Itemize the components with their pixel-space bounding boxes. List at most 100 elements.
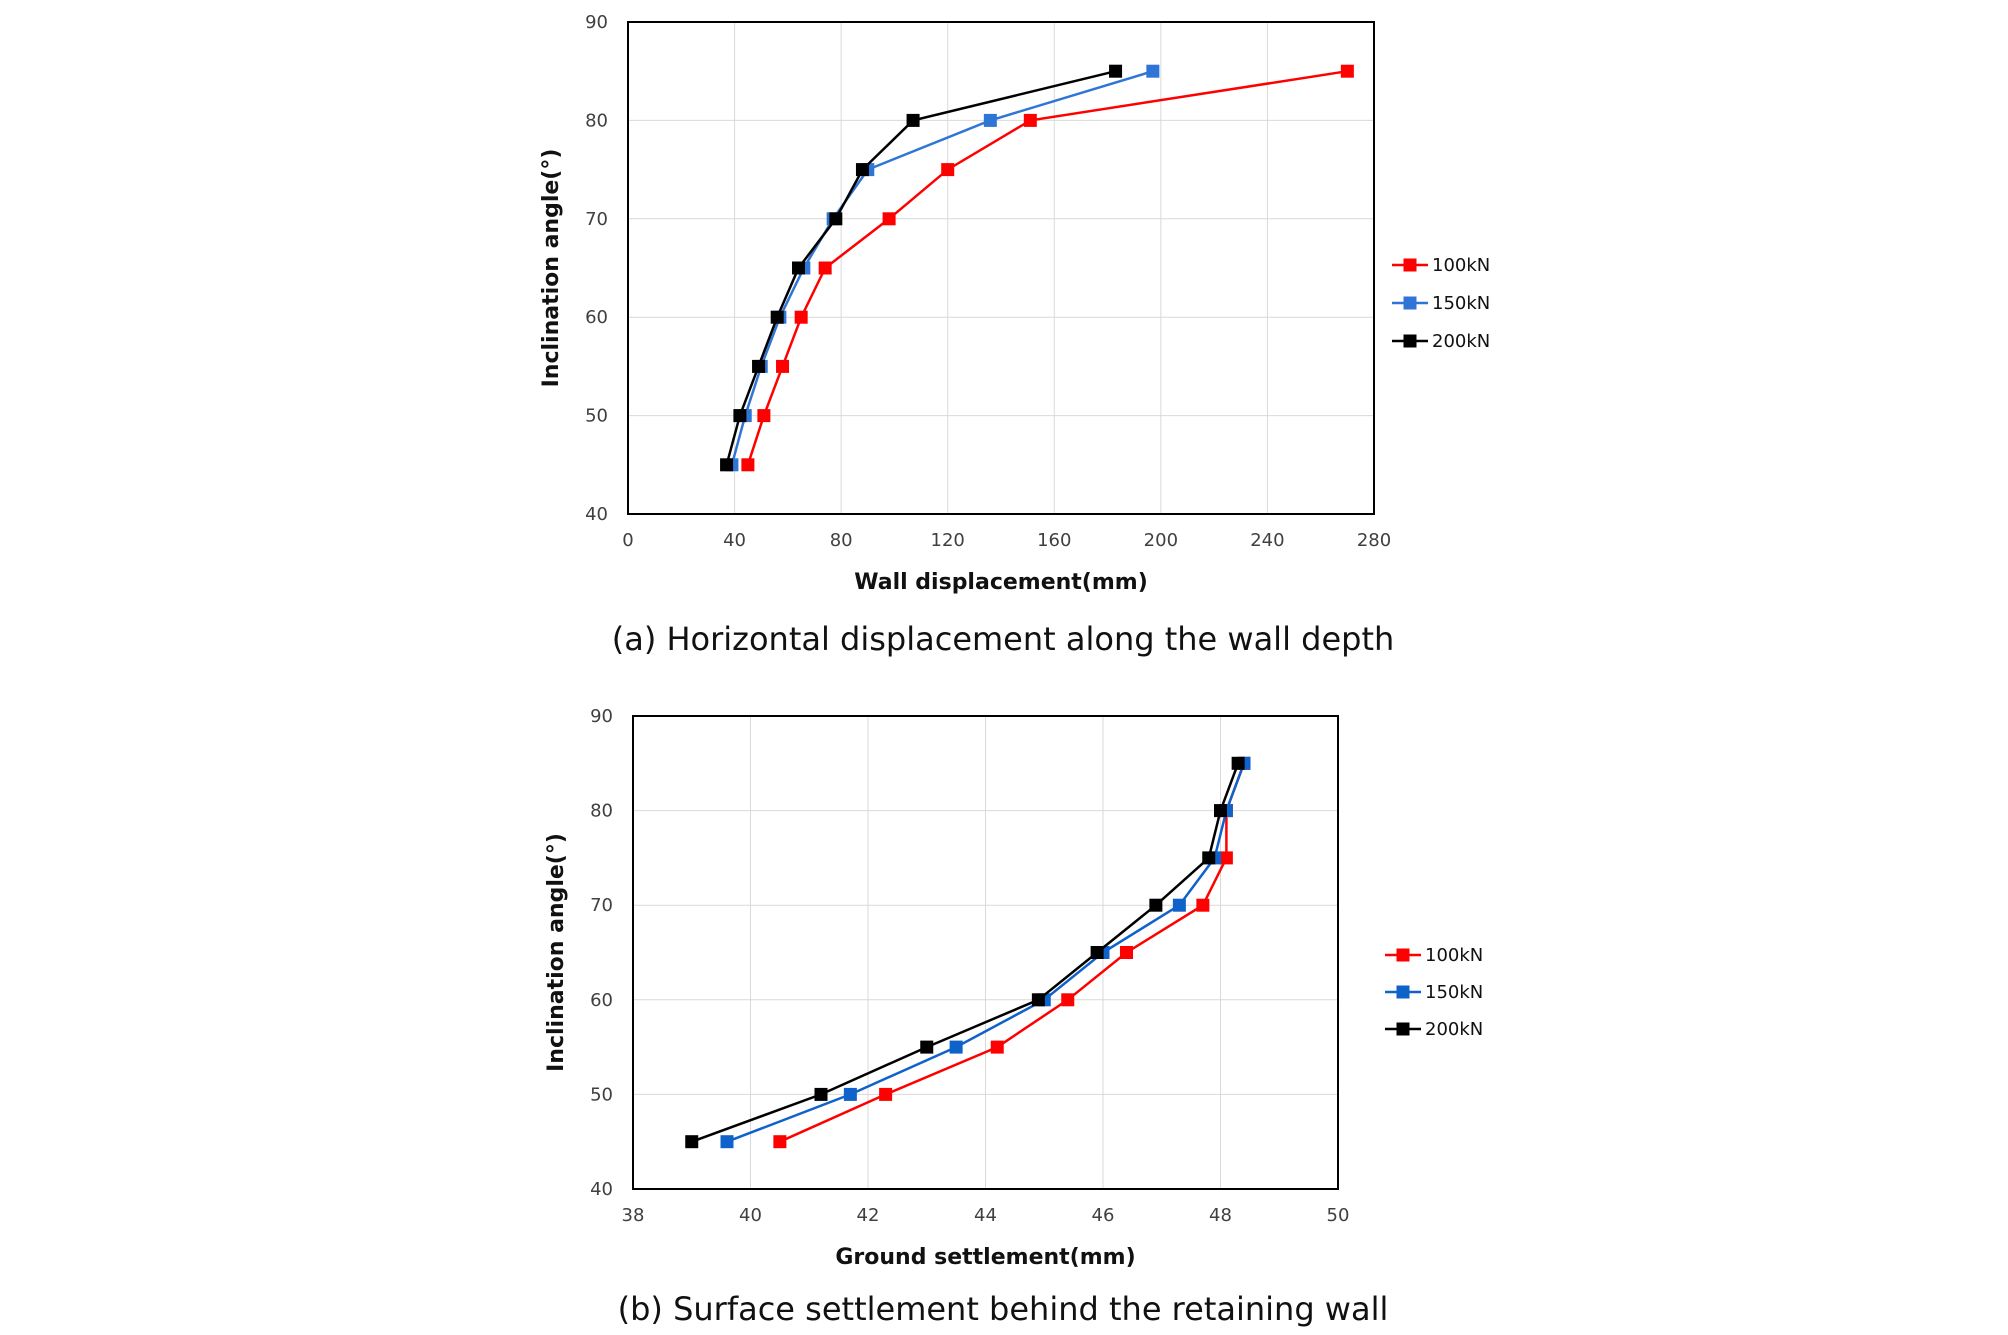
x-tick-label: 48: [1209, 1205, 1232, 1226]
legend-marker: [1403, 334, 1417, 348]
chart-a: 0 40 80 120 160 200 240 280 40 50 60 70 80 90 Wall dis…: [539, 12, 1490, 658]
data-point: [983, 113, 997, 127]
y-tick-label: 40: [585, 504, 608, 525]
y-tick-label: 40: [590, 1179, 613, 1200]
chart-b: 38 40 42 44 46 48 50 40 50 60 70 80 90 Ground settlem…: [544, 706, 1483, 1328]
legend-marker: [1396, 1022, 1410, 1036]
y-tick-label: 80: [585, 110, 608, 131]
data-point: [1214, 804, 1227, 818]
legend: 100kN 150kN 200kN: [1385, 945, 1483, 1040]
data-point: [757, 409, 771, 423]
x-tick-label: 44: [974, 1205, 997, 1226]
data-point: [741, 458, 755, 472]
data-point: [1023, 113, 1037, 127]
data-point: [794, 310, 808, 324]
data-point: [941, 163, 955, 177]
data-point: [752, 359, 766, 373]
plot-frame: [627, 21, 1375, 515]
x-tick-label: 160: [1037, 530, 1071, 551]
data-point: [990, 1040, 1004, 1054]
legend-label: 100kN: [1425, 945, 1483, 966]
data-point: [1172, 898, 1186, 912]
data-point: [1109, 64, 1123, 78]
data-point: [843, 1087, 857, 1101]
x-axis-title: Ground settlement(mm): [835, 1245, 1135, 1270]
data-point: [1340, 64, 1354, 78]
x-tick-label: 38: [622, 1205, 645, 1226]
legend-marker: [1403, 296, 1417, 310]
legend-label: 100kN: [1432, 255, 1490, 276]
y-tick-label: 70: [590, 895, 613, 916]
legend-marker: [1396, 985, 1410, 999]
data-point: [855, 163, 869, 177]
legend: 100kN 150kN 200kN: [1392, 255, 1490, 352]
series-200kN: [685, 756, 1245, 1149]
y-tick-label: 90: [585, 12, 608, 33]
y-tick-label: 60: [585, 307, 608, 328]
series-100kN: [741, 64, 1354, 472]
x-tick-label: 40: [723, 530, 746, 551]
data-point: [1231, 756, 1245, 770]
data-point: [879, 1087, 893, 1101]
legend-marker: [1403, 258, 1417, 272]
legend-label: 150kN: [1425, 982, 1483, 1003]
data-point: [1120, 946, 1133, 959]
data-point: [920, 1040, 934, 1054]
data-point: [733, 409, 747, 423]
data-point: [1219, 851, 1233, 865]
series-line: [691, 762, 1240, 1143]
x-tick-label: 0: [622, 530, 633, 551]
data-point: [1149, 898, 1163, 912]
data-point: [776, 359, 790, 373]
series-line: [725, 69, 1116, 466]
data-point: [1090, 946, 1104, 959]
y-tick-label: 70: [585, 209, 608, 230]
series-200kN: [720, 64, 1123, 472]
data-point: [818, 261, 832, 275]
legend-label: 200kN: [1432, 331, 1490, 352]
data-point: [882, 212, 896, 226]
x-tick-label: 200: [1144, 530, 1178, 551]
data-point: [829, 212, 843, 226]
y-tick-label: 90: [590, 706, 613, 727]
x-tick-label: 46: [1092, 1205, 1115, 1226]
data-point: [770, 310, 784, 324]
series-line: [779, 762, 1246, 1143]
legend-label: 150kN: [1432, 293, 1490, 314]
data-point: [949, 1040, 963, 1054]
chart-caption: (b) Surface settlement behind the retain…: [618, 1290, 1389, 1328]
x-tick-label: 50: [1327, 1205, 1350, 1226]
data-point: [685, 1135, 699, 1149]
series-line: [746, 69, 1348, 466]
x-tick-label: 80: [830, 530, 853, 551]
y-tick-label: 60: [590, 990, 613, 1011]
data-point: [814, 1087, 828, 1101]
plot-frame: [632, 715, 1339, 1190]
y-tick-label: 50: [585, 406, 608, 427]
data-point: [1202, 851, 1216, 865]
data-point: [1146, 64, 1160, 78]
x-tick-label: 240: [1250, 530, 1284, 551]
x-axis-title: Wall displacement(mm): [854, 570, 1148, 595]
y-axis-title: Inclination angle(°): [539, 149, 564, 388]
x-tick-label: 40: [739, 1205, 762, 1226]
data-point: [906, 113, 920, 127]
y-axis-title: Inclination angle(°): [544, 833, 569, 1072]
x-tick-label: 42: [857, 1205, 880, 1226]
x-tick-label: 280: [1357, 530, 1391, 551]
legend-label: 200kN: [1425, 1019, 1483, 1040]
data-point: [1196, 898, 1210, 912]
chart-caption: (a) Horizontal displacement along the wa…: [612, 620, 1395, 658]
x-tick-label: 120: [931, 530, 965, 551]
series-150kN: [725, 64, 1160, 472]
y-tick-label: 50: [590, 1084, 613, 1105]
data-point: [773, 1135, 787, 1149]
data-point: [1031, 993, 1045, 1007]
data-point: [792, 261, 806, 275]
data-point: [720, 458, 734, 472]
legend-marker: [1396, 948, 1410, 962]
data-point: [720, 1135, 734, 1149]
y-tick-label: 80: [590, 801, 613, 822]
data-point: [1061, 993, 1075, 1007]
